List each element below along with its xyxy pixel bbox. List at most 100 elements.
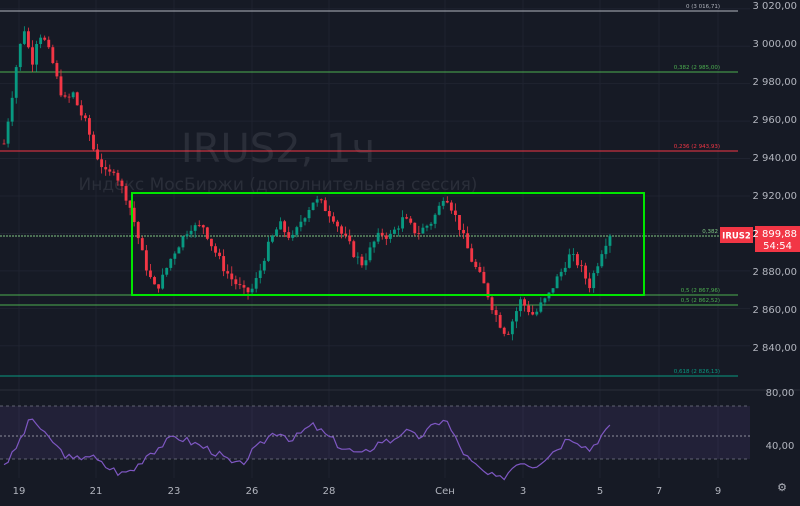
candle-body xyxy=(380,232,384,236)
rsi-pane xyxy=(0,405,750,481)
candle-body xyxy=(136,222,140,239)
current-price: 2 899,88 xyxy=(752,229,797,240)
candle-body xyxy=(348,235,352,242)
candle-body xyxy=(592,273,596,289)
price-tick: 3 020,00 xyxy=(752,1,797,12)
candle-body xyxy=(291,234,295,238)
candle-body xyxy=(51,47,55,64)
candle-body xyxy=(246,287,250,293)
price-badge xyxy=(755,226,800,252)
candle-body xyxy=(47,39,51,48)
candle-body xyxy=(311,202,315,210)
candle-body xyxy=(462,229,465,234)
candle-body xyxy=(352,241,356,258)
symbol-badge xyxy=(720,227,753,243)
candle-body xyxy=(258,270,262,279)
price-tick: 2 980,00 xyxy=(752,77,797,88)
candle-body xyxy=(571,254,575,255)
candle-body xyxy=(409,218,413,223)
candle-body xyxy=(39,37,43,45)
candle-body xyxy=(112,171,116,173)
fib-label-0382: 0,382 (2 985,00) xyxy=(674,65,720,71)
time-tick: Сен xyxy=(435,486,455,497)
candle-body xyxy=(18,43,22,68)
candle-body xyxy=(132,207,136,223)
time-tick: 5 xyxy=(597,486,603,497)
fib-label-0236: 0,236 (2 943,93) xyxy=(674,144,720,150)
candle-body xyxy=(140,238,144,251)
candle-body xyxy=(100,159,104,168)
candle-body xyxy=(31,47,34,65)
candle-body xyxy=(515,311,518,322)
candle-body xyxy=(197,225,201,226)
candle-body xyxy=(417,233,421,235)
candle-body xyxy=(559,271,563,277)
candle-body xyxy=(6,121,10,144)
price-tick: 2 960,00 xyxy=(752,115,797,126)
candle-body xyxy=(498,314,502,328)
grid-lines xyxy=(0,0,750,478)
candle-body xyxy=(551,288,555,293)
fib-label-0382-b: 0,382 xyxy=(702,229,718,235)
candle-body xyxy=(43,37,47,40)
candle-body xyxy=(405,217,409,219)
candle-body xyxy=(10,97,14,122)
candle-body xyxy=(421,227,425,234)
candle-body xyxy=(279,221,282,230)
time-tick: 9 xyxy=(715,486,721,497)
candle-body xyxy=(201,225,205,228)
price-tick: 2 860,00 xyxy=(752,305,797,316)
candle-body xyxy=(238,284,242,286)
rsi-tick: 80,00 xyxy=(766,388,795,399)
time-tick: 28 xyxy=(323,486,336,497)
time-tick: 21 xyxy=(90,486,103,497)
candle-body xyxy=(2,143,6,145)
candle-body xyxy=(230,273,234,280)
rsi-axis[interactable]: 80,00 40,00 xyxy=(766,388,795,452)
candle-body xyxy=(262,260,266,271)
candle-body xyxy=(153,277,156,285)
candle-body xyxy=(96,149,99,160)
candle-body xyxy=(336,221,339,227)
candle-body xyxy=(271,235,274,242)
time-tick: 19 xyxy=(13,486,26,497)
candle-body xyxy=(397,228,400,230)
settings-gear-icon[interactable]: ⚙ xyxy=(777,481,787,494)
current-price-tag[interactable]: IRUS2 2 899,88 54:54 xyxy=(720,226,800,252)
candle-body xyxy=(393,229,396,234)
candle-body xyxy=(490,297,494,311)
candle-body xyxy=(205,227,209,239)
candle-body xyxy=(242,285,246,288)
candle-body xyxy=(604,245,608,255)
candle-body xyxy=(502,327,506,334)
candle-body xyxy=(287,232,291,238)
candle-body xyxy=(584,265,587,279)
time-axis[interactable]: 19 21 23 26 28 Сен 3 5 7 9 xyxy=(13,486,722,497)
candle-body xyxy=(527,305,531,313)
fib-label-05-a: 0,5 (2 867,96) xyxy=(681,288,720,294)
candle-body xyxy=(307,209,311,219)
fib-label-0618: 0,618 (2 826,13) xyxy=(674,369,720,375)
candle-body xyxy=(523,299,526,306)
candle-body xyxy=(185,234,189,237)
candle-body xyxy=(75,92,79,106)
candle-body xyxy=(63,95,67,97)
candle-body xyxy=(169,258,173,268)
candle-body xyxy=(441,200,445,206)
candle-body xyxy=(494,310,498,315)
candle-body xyxy=(214,246,217,253)
candle-body xyxy=(458,215,461,230)
range-box[interactable] xyxy=(131,192,645,296)
candle-body xyxy=(600,254,604,267)
candle-body xyxy=(144,250,148,271)
candle-body xyxy=(92,134,95,150)
candle-body xyxy=(283,221,287,233)
price-axis[interactable]: 3 020,00 3 000,00 2 980,00 2 960,00 2 94… xyxy=(752,1,797,354)
candle-body xyxy=(79,105,83,116)
price-tick: 2 920,00 xyxy=(752,191,797,202)
candle-body xyxy=(563,267,567,272)
candle-body xyxy=(71,92,75,98)
candle-body xyxy=(116,172,120,181)
